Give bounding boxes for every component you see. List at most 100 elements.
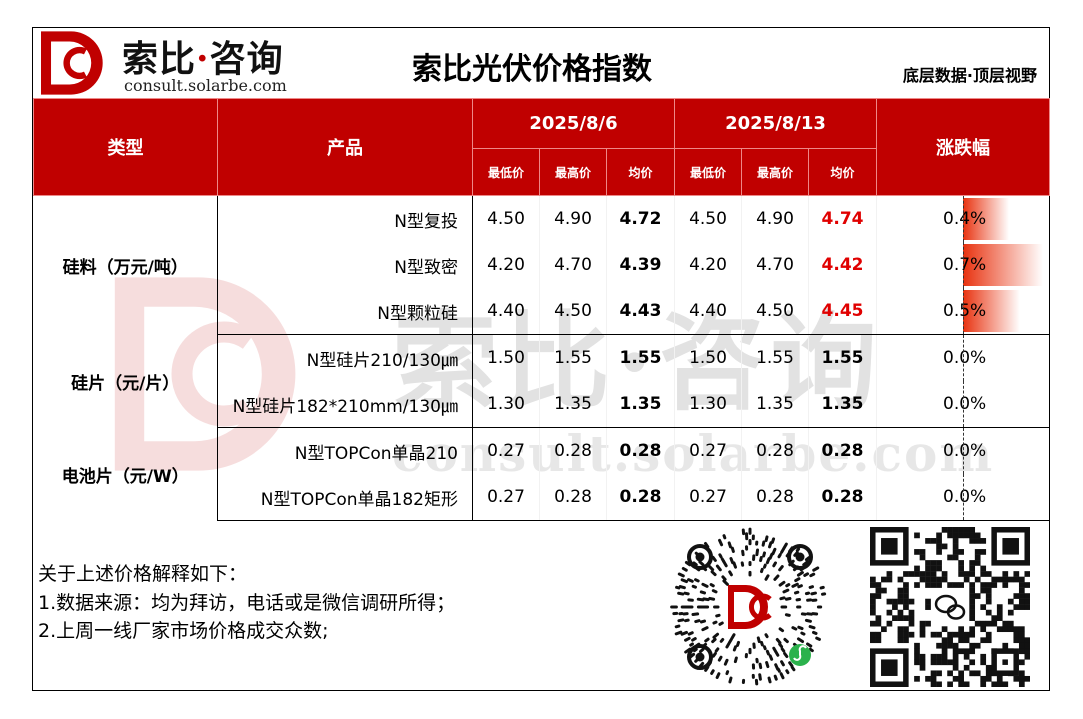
price-cell: 1.50 bbox=[674, 334, 742, 381]
price-cell: 4.45 bbox=[808, 288, 878, 335]
price-cell: 0.28 bbox=[808, 474, 878, 521]
price-cell: 4.20 bbox=[674, 242, 742, 288]
price-cell: 1.35 bbox=[808, 381, 878, 428]
change-value: 0.0% bbox=[943, 441, 987, 461]
change-value: 0.0% bbox=[943, 487, 987, 507]
price-cell: 1.35 bbox=[606, 381, 675, 428]
brand-name: 索比·咨询 bbox=[122, 38, 284, 80]
price-cell: 4.70 bbox=[741, 242, 809, 288]
notes-heading: 关于上述价格解释如下： bbox=[38, 563, 248, 585]
table-row: N型致密 4.20 4.70 4.39 4.20 4.70 4.42 0.7% bbox=[34, 242, 1050, 288]
change-axis bbox=[963, 428, 965, 474]
change-cell: 0.4% bbox=[877, 196, 1050, 242]
category-cell: 硅料（万元/吨） bbox=[33, 195, 218, 335]
change-axis bbox=[963, 288, 965, 334]
mini-program-qr-icon bbox=[670, 527, 827, 686]
product-cell: N型硅片182*210mm/130㎛ bbox=[217, 381, 473, 428]
table-row: 硅片（元/片） N型硅片210/130㎛ 1.50 1.55 1.55 1.50 1.55 1… bbox=[33, 334, 1050, 428]
price-cell: 0.27 bbox=[472, 427, 540, 474]
change-value: 0.0% bbox=[943, 348, 987, 368]
price-cell: 4.50 bbox=[539, 288, 607, 335]
change-cell: 0.0% bbox=[877, 428, 1050, 474]
col-change-header: 涨跌幅 bbox=[876, 98, 1051, 196]
price-cell: 0.28 bbox=[741, 474, 809, 521]
col-date1-max: 最高价 bbox=[539, 148, 607, 196]
price-cell: 1.55 bbox=[741, 334, 809, 381]
change-value: 0.4% bbox=[943, 209, 987, 229]
price-cell: 4.74 bbox=[808, 195, 878, 242]
change-bar bbox=[963, 290, 1021, 332]
product-cell: N型复投 bbox=[217, 195, 473, 242]
change-axis bbox=[963, 381, 965, 427]
price-cell: 4.90 bbox=[539, 195, 607, 242]
price-cell: 0.27 bbox=[472, 474, 540, 521]
change-cell: 0.0% bbox=[877, 335, 1050, 381]
price-cell: 4.50 bbox=[674, 195, 742, 242]
change-cell: 0.7% bbox=[877, 242, 1050, 288]
price-cell: 4.39 bbox=[606, 242, 675, 288]
change-value: 0.5% bbox=[943, 301, 987, 321]
product-cell: N型颗粒硅 bbox=[217, 288, 473, 335]
price-cell: 4.50 bbox=[741, 288, 809, 335]
change-axis bbox=[963, 196, 965, 242]
price-cell: 0.28 bbox=[808, 427, 878, 474]
wechat-qr-icon bbox=[870, 527, 1030, 687]
change-value: 0.0% bbox=[943, 394, 987, 414]
price-cell: 1.35 bbox=[741, 381, 809, 428]
note-item: 1.数据来源：均为拜访，电话或是微信调研所得； bbox=[38, 591, 456, 614]
change-cell: 0.0% bbox=[876, 381, 1050, 428]
price-cell: 4.43 bbox=[606, 288, 675, 335]
page-title: 索比光伏价格指数 bbox=[412, 52, 652, 87]
price-cell: 1.35 bbox=[539, 381, 607, 428]
price-cell: 0.27 bbox=[674, 427, 742, 474]
category-cell: 电池片（元/W） bbox=[33, 427, 218, 521]
change-axis bbox=[963, 335, 965, 381]
table-row: 电池片（元/W） N型TOPCon单晶210 0.27 0.28 0.28 0.27 0.2… bbox=[33, 427, 1050, 521]
change-axis bbox=[963, 474, 965, 520]
price-cell: 4.20 bbox=[472, 242, 540, 288]
price-cell: 1.30 bbox=[674, 381, 742, 428]
product-cell: N型硅片210/130㎛ bbox=[217, 334, 473, 381]
col-date1-min: 最低价 bbox=[472, 148, 540, 196]
price-cell: 4.72 bbox=[606, 195, 675, 242]
price-cell: 1.50 bbox=[472, 334, 540, 381]
table-row: N型颗粒硅 4.40 4.50 4.43 4.40 4.50 4.45 0.5% bbox=[34, 288, 1050, 335]
price-cell: 1.30 bbox=[472, 381, 540, 428]
product-cell: N型TOPCon单晶210 bbox=[217, 427, 473, 474]
col-date2-min: 最低价 bbox=[674, 148, 742, 196]
table-row: N型硅片182*210mm/130㎛ 1.30 1.35 1.35 1.30 1.35 1.… bbox=[34, 381, 1050, 428]
change-bar bbox=[963, 198, 1010, 240]
solarbe-logo-icon bbox=[41, 31, 103, 95]
price-index-table: 类型 产品 2025/8/6 2025/8/13 涨跌幅 最低价 最高价 均价 … bbox=[33, 98, 1051, 521]
col-date2-avg: 均价 bbox=[807, 148, 878, 196]
brand-url: consult.solarbe.com bbox=[124, 76, 287, 95]
price-cell: 4.50 bbox=[472, 195, 540, 242]
change-cell: 0.0% bbox=[876, 474, 1050, 521]
price-cell: 1.55 bbox=[606, 334, 675, 381]
change-bar bbox=[963, 244, 1044, 286]
price-cell: 4.70 bbox=[539, 242, 607, 288]
col-date2-max: 最高价 bbox=[741, 148, 809, 196]
price-cell: 4.40 bbox=[472, 288, 540, 335]
notes: 关于上述价格解释如下： 1.数据来源：均为拜访，电话或是微信调研所得； 2.上周… bbox=[38, 560, 455, 646]
price-cell: 0.28 bbox=[539, 427, 607, 474]
price-cell: 4.40 bbox=[674, 288, 742, 335]
col-type-header: 类型 bbox=[33, 98, 218, 196]
change-value: 0.7% bbox=[943, 255, 987, 275]
price-cell: 0.28 bbox=[741, 427, 809, 474]
price-cell: 4.90 bbox=[741, 195, 809, 242]
col-product-header: 产品 bbox=[217, 98, 473, 196]
price-cell: 0.28 bbox=[539, 474, 607, 521]
product-cell: N型致密 bbox=[217, 242, 473, 288]
price-cell: 4.42 bbox=[808, 242, 878, 288]
price-cell: 0.27 bbox=[674, 474, 742, 521]
price-cell: 1.55 bbox=[808, 334, 878, 381]
col-date2-header: 2025/8/13 bbox=[673, 98, 878, 149]
category-cell: 硅片（元/片） bbox=[33, 334, 218, 428]
col-date1-header: 2025/8/6 bbox=[472, 98, 675, 149]
slogan: 底层数据·顶层视野 bbox=[902, 66, 1037, 85]
price-cell: 0.28 bbox=[606, 474, 675, 521]
change-axis bbox=[963, 242, 965, 288]
product-cell: N型TOPCon单晶182矩形 bbox=[217, 474, 473, 521]
price-cell: 1.55 bbox=[539, 334, 607, 381]
